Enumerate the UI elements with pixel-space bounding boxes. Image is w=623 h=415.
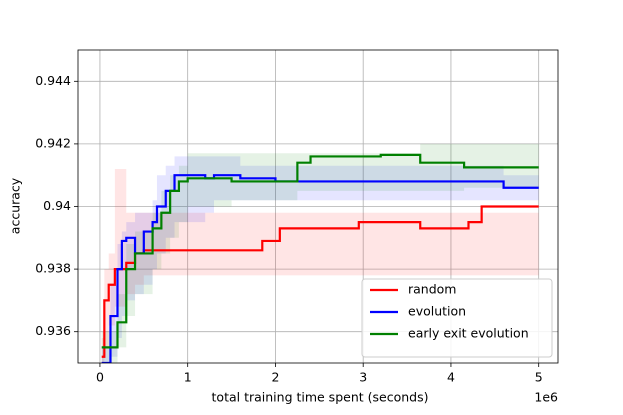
x-tick-label: 4	[447, 370, 455, 385]
x-tick-label: 0	[96, 370, 104, 385]
confidence-band	[101, 143, 539, 363]
x-tick-label: 3	[359, 370, 367, 385]
y-tick-label: 0.942	[35, 135, 71, 150]
series-line	[101, 153, 539, 349]
axes-frame	[77, 49, 559, 364]
x-tick-label: 5	[535, 370, 543, 385]
x-tick-label: 1	[184, 370, 192, 385]
legend-label: evolution	[408, 304, 466, 319]
confidence-band	[101, 168, 539, 363]
plot	[101, 143, 539, 363]
y-axis-label: accuracy	[8, 177, 23, 234]
x-tick-label: 2	[271, 370, 279, 385]
x-axis-label: total training time spent (seconds)	[212, 390, 429, 405]
y-tick-label: 0.94	[43, 198, 71, 213]
legend-label: early exit evolution	[408, 326, 529, 341]
x-offset-label: 1e6	[534, 390, 558, 405]
series-line	[101, 174, 539, 363]
y-tick-label: 0.938	[35, 261, 71, 276]
series-line	[101, 205, 539, 358]
confidence-band	[101, 156, 539, 363]
legend-box	[361, 278, 553, 358]
y-tick-label: 0.944	[35, 73, 71, 88]
y-tick-label: 0.936	[35, 323, 71, 338]
legend-label: random	[408, 282, 456, 297]
